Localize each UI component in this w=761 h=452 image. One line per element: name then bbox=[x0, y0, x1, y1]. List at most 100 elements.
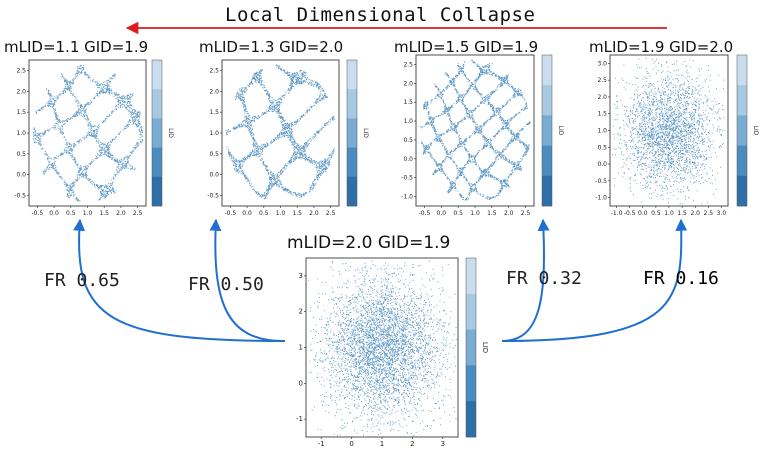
x-tick-label: 2 bbox=[410, 440, 414, 448]
point-cloud bbox=[420, 59, 531, 201]
y-tick-label: 2.5 bbox=[403, 61, 413, 68]
y-tick-label: 1.0 bbox=[209, 130, 219, 137]
x-tick-label: 1.0 bbox=[276, 210, 286, 217]
x-tick-label: 2.5 bbox=[326, 210, 336, 217]
y-tick-label: 1.5 bbox=[16, 109, 26, 116]
point-cloud bbox=[32, 64, 144, 202]
x-tick-label: 2.0 bbox=[116, 210, 126, 217]
x-tick-label: 0.5 bbox=[259, 210, 269, 217]
colorbar: LID bbox=[736, 54, 759, 207]
colorbar: LID bbox=[346, 59, 369, 207]
panel-3-title: mLID=1.5 GID=1.9 bbox=[394, 38, 539, 56]
x-tick-label: 1.5 bbox=[292, 210, 302, 217]
y-tick-label: 0.0 bbox=[403, 156, 413, 163]
plot-frame bbox=[609, 54, 729, 207]
point-cloud bbox=[612, 58, 726, 205]
colorbar-label: LID bbox=[557, 126, 564, 136]
y-tick-label: 0.5 bbox=[597, 144, 607, 151]
x-tick-label: -0.5 bbox=[624, 210, 636, 217]
panel-2-title: mLID=1.3 GID=2.0 bbox=[199, 38, 344, 56]
point-cloud bbox=[308, 260, 457, 436]
x-tick-label: -1 bbox=[318, 440, 325, 448]
y-tick-label: 2.5 bbox=[16, 67, 26, 74]
y-tick-label: 1.0 bbox=[16, 130, 26, 137]
y-tick-label: 0.5 bbox=[16, 151, 26, 158]
x-tick-label: 1 bbox=[380, 440, 384, 448]
y-tick-label: 1.5 bbox=[597, 111, 607, 118]
x-tick-label: 2.0 bbox=[690, 210, 700, 217]
y-tick-label: 0.0 bbox=[597, 161, 607, 168]
y-tick-label: 1 bbox=[299, 344, 303, 352]
y-tick-label: -0.5 bbox=[401, 175, 413, 182]
y-tick-label: 2.5 bbox=[597, 77, 607, 84]
y-tick-label: 0.5 bbox=[403, 137, 413, 144]
colorbar-label: LID bbox=[481, 342, 489, 353]
y-tick-label: 2.0 bbox=[16, 88, 26, 95]
y-tick-label: 1.5 bbox=[403, 99, 413, 106]
y-tick-label: 3.0 bbox=[597, 60, 607, 67]
x-tick-label: 1.5 bbox=[677, 210, 687, 217]
x-tick-label: 3.0 bbox=[717, 210, 727, 217]
x-tick-label: 2.0 bbox=[309, 210, 319, 217]
colorbar: LID bbox=[151, 59, 174, 207]
y-tick-label: 2.5 bbox=[209, 67, 219, 74]
x-tick-label: 0.5 bbox=[453, 210, 463, 217]
scatter-panel-3: -0.5 0.0 0.5 1.0 1.5 2.0 2.5 2.5 2.0 1.5 1.0 0.5 0.0… bbox=[401, 54, 564, 217]
x-tick-label: -0.5 bbox=[31, 210, 43, 217]
colorbar: LID bbox=[541, 54, 564, 207]
scatter-panel-center: -1 0 1 2 3 3 2 1 0 -1 LID bbox=[296, 257, 489, 448]
y-tick-label: -1 bbox=[296, 415, 303, 423]
connector-arrow-2 bbox=[209, 218, 284, 342]
y-tick-label: 2.0 bbox=[403, 80, 413, 87]
x-tick-label: 0.0 bbox=[242, 210, 252, 217]
x-tick-label: 3 bbox=[441, 440, 445, 448]
connector-arrow-3 bbox=[501, 218, 550, 342]
y-tick-label: 0 bbox=[299, 379, 303, 387]
scatter-panel-4: -1.0 -0.5 0.0 0.5 1.0 1.5 2.0 2.5 3.03.02.52.01.… bbox=[595, 54, 759, 217]
y-tick-label: -0.5 bbox=[14, 193, 26, 200]
y-tick-label: 2 bbox=[299, 308, 303, 316]
y-tick-label: -0.5 bbox=[595, 178, 607, 185]
y-tick-label: 1.5 bbox=[209, 109, 219, 116]
y-tick-label: -0.5 bbox=[207, 193, 219, 200]
point-cloud bbox=[225, 64, 336, 200]
x-tick-label: 0 bbox=[349, 440, 353, 448]
x-tick-label: 2.5 bbox=[133, 210, 143, 217]
collapse-banner: Local Dimensional Collapse bbox=[225, 4, 536, 26]
x-tick-label: 0.5 bbox=[651, 210, 661, 217]
x-tick-label: 0.0 bbox=[49, 210, 59, 217]
y-tick-label: 1.0 bbox=[403, 118, 413, 125]
scatter-panel-1: -0.5 0.0 0.5 1.0 1.5 2.0 2.5 2.5 2.0 1.5 1.0 0.5 0.0… bbox=[14, 59, 174, 217]
y-tick-label: 0.0 bbox=[209, 172, 219, 179]
connector-arrow-1 bbox=[73, 218, 286, 342]
scatter-panel-2: -0.5 0.0 0.5 1.0 1.5 2.0 2.5 2.5 2.0 1.5 1.0 0.5 0.0… bbox=[207, 59, 369, 217]
x-tick-label: 0.0 bbox=[638, 210, 648, 217]
x-tick-label: 1.0 bbox=[83, 210, 93, 217]
x-tick-label: 2.5 bbox=[704, 210, 714, 217]
x-tick-label: -0.5 bbox=[224, 210, 236, 217]
y-tick-label: 0.5 bbox=[209, 151, 219, 158]
colorbar-label: LID bbox=[167, 128, 174, 138]
panel-4-title: mLID=1.9 GID=2.0 bbox=[589, 38, 734, 56]
plot-frame bbox=[415, 54, 535, 207]
x-tick-label: 1.5 bbox=[99, 210, 109, 217]
x-tick-label: -1.0 bbox=[611, 210, 623, 217]
connector-arrow-4 bbox=[501, 218, 688, 342]
fr-label-4: FR 0.16 bbox=[643, 268, 719, 289]
x-tick-label: 2.5 bbox=[521, 210, 531, 217]
center-panel-title: mLID=2.0 GID=1.9 bbox=[287, 233, 451, 253]
fr-label-2: FR 0.50 bbox=[188, 274, 264, 295]
y-tick-label: 1.0 bbox=[597, 128, 607, 135]
x-tick-label: 0.5 bbox=[66, 210, 76, 217]
colorbar: LID bbox=[465, 257, 489, 438]
x-tick-label: 0.0 bbox=[437, 210, 447, 217]
x-tick-label: 2.0 bbox=[504, 210, 514, 217]
fr-label-1: FR 0.65 bbox=[44, 270, 120, 291]
colorbar-label: LID bbox=[362, 128, 369, 138]
y-tick-label: 2.0 bbox=[209, 88, 219, 95]
y-tick-label: 0.0 bbox=[16, 172, 26, 179]
y-tick-label: 3 bbox=[299, 272, 303, 280]
y-tick-label: -1.0 bbox=[595, 195, 607, 202]
fr-label-3: FR 0.32 bbox=[506, 268, 582, 289]
